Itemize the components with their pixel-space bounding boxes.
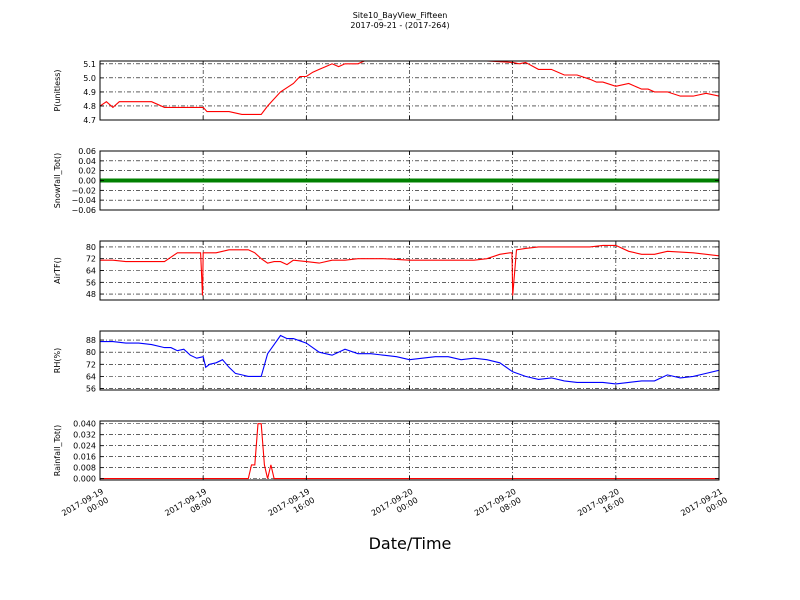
- y-tick-label: 4.8: [83, 102, 96, 111]
- chart-subtitle: 2017-09-21 - (2017-264): [350, 21, 450, 30]
- panel-5: 0.040 0.032 0.024 0.016 0.008 0.000 Rainfall_T…: [53, 420, 720, 484]
- y-tick-label: 0.008: [73, 464, 96, 473]
- y-tick-label: 64: [86, 372, 96, 381]
- panel-1: 5.1 5.0 4.9 4.8 4.7 P(unitless): [53, 60, 720, 125]
- y-axis-label: RH(%): [53, 348, 62, 373]
- y-tick-label: 0.000: [73, 475, 96, 484]
- x-axis-label: Date/Time: [368, 534, 452, 553]
- y-tick-label: 56: [86, 278, 96, 287]
- y-tick-label: 0.00: [78, 177, 96, 186]
- y-tick-label: −0.04: [71, 196, 96, 205]
- y-tick-label: −0.02: [71, 186, 96, 195]
- panel-4: 88 80 72 64 56 RH(%): [53, 330, 720, 393]
- y-tick-label: 0.040: [73, 420, 96, 429]
- y-tick-label: 80: [86, 243, 96, 252]
- y-tick-label: 64: [86, 267, 96, 276]
- y-axis-label: AirTF(): [53, 257, 62, 284]
- y-tick-label: 72: [86, 255, 96, 264]
- y-axis-label: P(unitless): [53, 69, 62, 111]
- series-line-Rainfall: [100, 423, 719, 480]
- chart-title: Site10_BayView_Fifteen: [352, 11, 448, 20]
- y-tick-label: 0.02: [78, 167, 96, 176]
- y-tick-label: −0.06: [71, 206, 96, 215]
- panel-3: 80 72 64 56 48 AirTF(): [53, 240, 720, 301]
- y-axis-label: Snowfall_Tot(): [53, 153, 62, 209]
- y-tick-label: 0.04: [78, 157, 96, 166]
- series-line-RH: [100, 334, 719, 385]
- series-line-P: [100, 61, 719, 115]
- y-tick-label: 4.9: [83, 88, 96, 97]
- panel-2: 0.060.040.020.00−0.02−0.04−0.06 Snowfall_…: [53, 147, 720, 215]
- y-tick-label: 5.0: [83, 74, 96, 83]
- y-axis-label: Rainfall_Tot(): [53, 425, 62, 477]
- y-tick-label: 0.016: [73, 453, 96, 462]
- y-tick-label: 0.032: [73, 431, 96, 440]
- y-tick-label: 80: [86, 348, 96, 357]
- y-tick-label: 4.7: [83, 116, 96, 125]
- y-tick-label: 88: [86, 336, 96, 345]
- y-tick-label: 56: [86, 384, 96, 393]
- y-tick-label: 48: [86, 290, 96, 299]
- series-line-AirTF: [100, 244, 719, 296]
- y-tick-label: 72: [86, 360, 96, 369]
- y-tick-label: 0.06: [78, 147, 96, 156]
- y-tick-label: 5.1: [83, 60, 96, 69]
- y-tick-label: 0.024: [73, 442, 96, 451]
